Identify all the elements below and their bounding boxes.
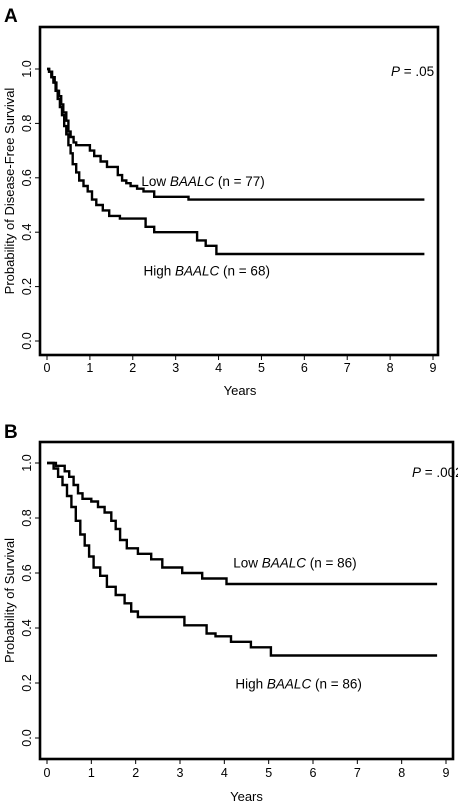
x-tick-label-b: 7 xyxy=(354,766,361,780)
high-baalc-label-b-prefix: High xyxy=(235,677,267,692)
low-baalc-label-a-italic: BAALC xyxy=(170,174,215,189)
x-tick-label-b: 2 xyxy=(132,766,139,780)
y-tick-label-a: 0.2 xyxy=(20,278,34,295)
low-baalc-label-b-italic: BAALC xyxy=(262,556,307,571)
x-tick-label-b: 4 xyxy=(221,766,228,780)
y-tick-label-a: 0.8 xyxy=(20,115,34,132)
y-tick-label-b: 0.0 xyxy=(20,729,34,746)
x-axis-title-a: Years xyxy=(224,383,257,398)
low-baalc-label-b-prefix: Low xyxy=(233,556,262,571)
y-tick-label-a: 0.0 xyxy=(20,332,34,349)
high-baalc-label-a: High BAALC (n = 68) xyxy=(144,264,270,279)
high-baalc-curve-a xyxy=(47,67,425,256)
y-axis-title-b: Probability of Survival xyxy=(2,538,17,663)
panel-b: B 0 1 2 3 4 5 6 7 8 9 0.0 0.2 0.4 0.6 0.8 1.0 Years Probab… xyxy=(2,422,458,804)
x-tick-label-a: 5 xyxy=(258,361,265,375)
p-value-b-italic: P xyxy=(412,465,421,480)
high-baalc-label-a-suffix: (n = 68) xyxy=(219,264,270,279)
x-tick-label-b: 1 xyxy=(88,766,95,780)
y-tick-label-b: 0.2 xyxy=(20,674,34,691)
y-tick-label-b: 0.4 xyxy=(20,619,34,636)
panel-letter-b: B xyxy=(4,422,18,443)
p-value-b: P = .002 xyxy=(412,465,458,480)
p-value-a-suffix: = .05 xyxy=(400,64,434,79)
x-tick-label-b: 0 xyxy=(44,766,51,780)
x-tick-label-a: 3 xyxy=(172,361,179,375)
x-tick-label-a: 9 xyxy=(430,361,437,375)
y-tick-label-b: 0.8 xyxy=(20,509,34,526)
y-tick-label-a: 0.4 xyxy=(20,223,34,240)
x-tick-label-b: 9 xyxy=(443,766,450,780)
x-axis-title-b: Years xyxy=(230,789,263,804)
x-tick-label-b: 5 xyxy=(265,766,272,780)
x-tick-label-b: 8 xyxy=(398,766,405,780)
y-tick-label-b: 1.0 xyxy=(20,454,34,471)
x-tick-label-a: 6 xyxy=(301,361,308,375)
low-baalc-label-a-prefix: Low xyxy=(141,174,170,189)
y-tick-label-b: 0.6 xyxy=(20,564,34,581)
x-tick-label-a: 7 xyxy=(344,361,351,375)
y-tick-label-a: 0.6 xyxy=(20,169,34,186)
high-baalc-label-a-italic: BAALC xyxy=(175,264,220,279)
x-tick-label-a: 4 xyxy=(215,361,222,375)
p-value-b-suffix: = .002 xyxy=(421,465,458,480)
high-baalc-label-a-prefix: High xyxy=(144,264,176,279)
x-tick-label-a: 1 xyxy=(86,361,93,375)
x-tick-label-b: 3 xyxy=(177,766,184,780)
low-baalc-curve-b xyxy=(47,461,438,586)
x-tick-label-a: 8 xyxy=(387,361,394,375)
plot-frame-a xyxy=(38,25,440,357)
x-tick-label-a: 0 xyxy=(44,361,51,375)
low-baalc-label-a: Low BAALC (n = 77) xyxy=(141,174,264,189)
high-baalc-label-b-suffix: (n = 86) xyxy=(311,677,362,692)
low-baalc-label-b: Low BAALC (n = 86) xyxy=(233,556,356,571)
low-baalc-label-b-suffix: (n = 86) xyxy=(306,556,357,571)
y-axis-title-a: Probability of Disease-Free Survival xyxy=(2,88,17,295)
p-value-a: P = .05 xyxy=(391,64,434,79)
p-value-a-italic: P xyxy=(391,64,400,79)
high-baalc-label-b-italic: BAALC xyxy=(267,677,312,692)
high-baalc-label-b: High BAALC (n = 86) xyxy=(235,677,361,692)
y-tick-label-a: 1.0 xyxy=(20,60,34,77)
x-tick-label-a: 2 xyxy=(129,361,136,375)
x-tick-label-b: 6 xyxy=(310,766,317,780)
panel-a: A 0 1 2 3 4 5 6 7 8 9 0.0 0.2 0.4 0.6 0.8 1.0 Years Probab… xyxy=(2,6,440,398)
plot-frame-b xyxy=(38,440,455,761)
panel-letter-a: A xyxy=(4,6,18,27)
low-baalc-label-a-suffix: (n = 77) xyxy=(214,174,265,189)
high-baalc-curve-b xyxy=(47,461,438,657)
